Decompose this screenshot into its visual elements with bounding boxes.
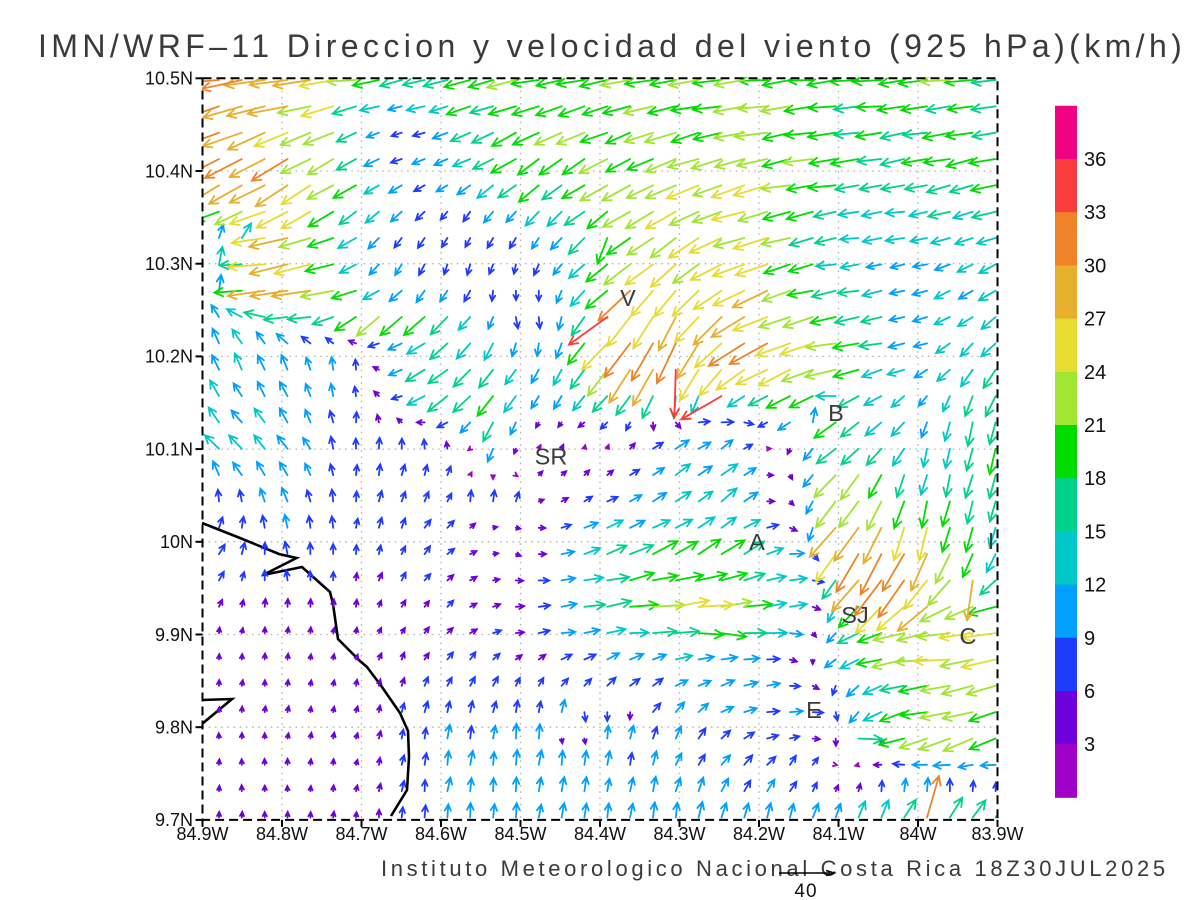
svg-text:83.9W: 83.9W: [971, 824, 1023, 844]
svg-text:18: 18: [1084, 468, 1106, 490]
svg-text:10.5N: 10.5N: [145, 69, 193, 89]
svg-text:SJ: SJ: [841, 602, 868, 628]
svg-text:24: 24: [1084, 362, 1106, 384]
svg-text:40: 40: [794, 881, 817, 900]
svg-text:84.7W: 84.7W: [335, 824, 387, 844]
svg-text:C: C: [960, 623, 977, 649]
svg-text:10.1N: 10.1N: [145, 439, 193, 459]
svg-text:10N: 10N: [160, 532, 193, 552]
svg-text:84.6W: 84.6W: [415, 824, 467, 844]
svg-text:10.3N: 10.3N: [145, 254, 193, 274]
svg-text:84.8W: 84.8W: [256, 824, 308, 844]
svg-text:B: B: [828, 400, 844, 426]
svg-text:36: 36: [1084, 149, 1106, 171]
svg-text:V: V: [620, 285, 636, 311]
svg-text:SR: SR: [535, 444, 568, 470]
svg-text:IMN/WRF–11 Direccion y velocid: IMN/WRF–11 Direccion y velocidad del vie…: [38, 28, 1186, 64]
svg-text:30: 30: [1084, 255, 1106, 277]
svg-text:9.7N: 9.7N: [155, 810, 193, 830]
svg-text:15: 15: [1084, 521, 1106, 543]
svg-text:9: 9: [1084, 628, 1095, 650]
svg-text:27: 27: [1084, 309, 1106, 331]
svg-text:84.1W: 84.1W: [812, 824, 864, 844]
svg-text:9.8N: 9.8N: [155, 718, 193, 738]
svg-text:84.2W: 84.2W: [733, 824, 785, 844]
svg-text:84.3W: 84.3W: [653, 824, 705, 844]
svg-text:9.9N: 9.9N: [155, 625, 193, 645]
svg-text:3: 3: [1084, 734, 1095, 756]
svg-text:12: 12: [1084, 575, 1106, 597]
svg-text:84.9W: 84.9W: [176, 824, 228, 844]
svg-text:33: 33: [1084, 202, 1106, 224]
svg-text:A: A: [749, 529, 765, 555]
svg-text:E: E: [806, 697, 822, 723]
svg-text:84.4W: 84.4W: [574, 824, 626, 844]
svg-text:21: 21: [1084, 415, 1106, 437]
svg-text:I: I: [988, 528, 995, 554]
svg-text:10.4N: 10.4N: [145, 161, 193, 181]
svg-text:Instituto Meteorologico Nacion: Instituto Meteorologico Nacional Costa R…: [381, 856, 1169, 881]
svg-text:10.2N: 10.2N: [145, 347, 193, 367]
svg-text:84.5W: 84.5W: [494, 824, 546, 844]
svg-text:6: 6: [1084, 681, 1095, 703]
svg-text:84W: 84W: [899, 824, 936, 844]
